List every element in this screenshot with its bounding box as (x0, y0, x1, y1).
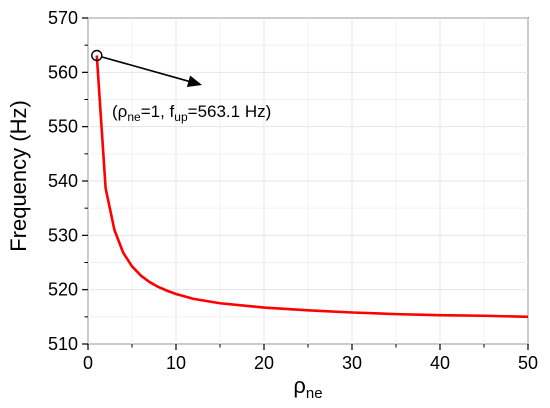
axis-ticks: 0 10 20 30 40 50 510 520 530 540 550 560 570 (48, 8, 538, 373)
x-tick-label: 0 (83, 353, 93, 373)
x-tick-label: 20 (254, 353, 274, 373)
y-tick-label: 550 (48, 117, 78, 137)
series-line (95, 55, 529, 319)
x-axis-title: ρne (293, 373, 322, 402)
annotation: (ρne=1, fup=563.1 Hz) (91, 49, 271, 124)
x-tick-label: 50 (518, 353, 538, 373)
y-tick-label: 560 (48, 62, 78, 82)
y-tick-label: 530 (48, 225, 78, 245)
annotation-arrow (101, 56, 193, 84)
x-tick-label: 10 (166, 353, 186, 373)
y-tick-label: 570 (48, 8, 78, 28)
x-tick-label: 30 (342, 353, 362, 373)
annotation-label: (ρne=1, fup=563.1 Hz) (112, 102, 271, 124)
highlight-marker (91, 49, 103, 62)
annotation-arrowhead (186, 75, 202, 87)
data-series (95, 55, 529, 319)
y-axis-title: Frequency (Hz) (6, 100, 31, 252)
y-tick-label: 540 (48, 171, 78, 191)
y-tick-label: 510 (48, 334, 78, 354)
x-tick-label: 40 (430, 353, 450, 373)
y-tick-label: 520 (48, 280, 78, 300)
